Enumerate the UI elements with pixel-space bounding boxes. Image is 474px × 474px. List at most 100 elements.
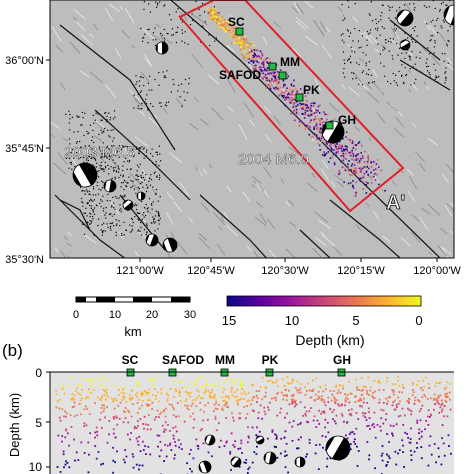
fault-quake — [219, 16, 221, 19]
background-quake — [69, 143, 71, 145]
fault-quake — [227, 29, 230, 32]
fault-quake — [277, 95, 280, 98]
background-quake — [176, 31, 178, 33]
fault-quake — [329, 157, 332, 160]
fault-quake — [319, 128, 322, 131]
section-quake — [284, 430, 287, 433]
fault-quake — [288, 98, 291, 101]
section-quake — [55, 393, 58, 396]
fault-quake — [317, 118, 320, 120]
background-quake — [354, 28, 356, 30]
section-quake — [65, 428, 68, 431]
section-quake — [436, 397, 439, 400]
section-quake — [428, 387, 430, 389]
fault-quake — [261, 54, 264, 57]
fault-quake — [338, 172, 341, 175]
section-quake — [112, 432, 115, 435]
fault-quake — [236, 35, 239, 38]
background-quake — [352, 40, 354, 42]
background-quake — [109, 214, 111, 216]
background-quake — [381, 11, 383, 14]
section-quake — [226, 440, 228, 443]
fault-quake — [229, 23, 232, 26]
fault-quake — [306, 110, 309, 112]
fault-quake — [212, 18, 215, 20]
fault-quake — [249, 46, 252, 49]
fault-quake — [260, 69, 262, 71]
section-quake — [355, 427, 358, 430]
background-quake — [142, 37, 144, 39]
section-quake — [165, 392, 168, 395]
background-quake — [97, 224, 99, 227]
section-quake — [296, 447, 298, 450]
fault-quake — [301, 108, 303, 111]
section-quake — [313, 415, 316, 418]
fault-quake — [244, 35, 247, 38]
fault-quake — [264, 69, 266, 72]
section-quake — [163, 428, 166, 431]
section-quake — [255, 390, 258, 393]
section-quake — [77, 459, 80, 461]
section-quake — [89, 379, 91, 382]
section-quake — [192, 457, 195, 460]
background-quake — [133, 107, 135, 109]
focal-mechanisms — [72, 4, 454, 253]
section-quake — [299, 423, 302, 425]
section-quake — [432, 399, 435, 401]
fault-quake — [269, 88, 272, 90]
section-quake — [263, 395, 266, 398]
fault-quake — [273, 87, 275, 89]
background-quake — [365, 64, 367, 67]
fault-quake — [359, 180, 362, 183]
section-quake — [136, 396, 139, 398]
background-quake — [111, 215, 113, 217]
background-quake — [434, 42, 436, 44]
section-quake — [223, 388, 226, 390]
background-quake — [98, 146, 101, 148]
background-quake — [86, 191, 88, 193]
background-quake — [122, 145, 124, 147]
focal-mechanism-icon — [136, 191, 146, 201]
background-quake — [115, 231, 117, 233]
section-quake — [381, 452, 384, 455]
background-quake — [366, 44, 368, 46]
section-quake — [158, 400, 160, 403]
background-quake — [157, 219, 159, 221]
section-quake — [241, 388, 244, 391]
terrain-ridge — [437, 244, 448, 257]
background-quake — [148, 3, 150, 5]
background-quake — [147, 42, 149, 44]
fault-quake — [261, 69, 264, 72]
background-quake — [149, 152, 152, 155]
fault-quake — [384, 189, 386, 192]
background-quake — [350, 62, 352, 64]
background-quake — [113, 110, 116, 112]
background-quake — [150, 174, 152, 176]
terrain-ridge — [408, 51, 414, 57]
background-quake — [120, 233, 123, 235]
background-quake — [135, 75, 137, 77]
background-quake — [158, 145, 160, 147]
background-quake — [167, 33, 169, 35]
background-quake — [114, 162, 116, 164]
background-quake — [389, 38, 391, 40]
terrain-ridge — [50, 122, 60, 129]
section-quake — [420, 457, 423, 460]
section-quake — [152, 393, 154, 396]
background-quake — [66, 153, 68, 156]
fault-quake — [295, 114, 297, 117]
background-quake — [163, 76, 165, 78]
background-quake — [98, 133, 100, 136]
fault-quake — [310, 112, 313, 115]
section-ticks — [46, 371, 50, 468]
background-quake — [153, 220, 155, 222]
section-quake — [321, 410, 324, 413]
background-quake — [110, 229, 112, 231]
fault-quake — [218, 19, 220, 21]
fault-quake — [284, 99, 286, 101]
section-quake — [429, 397, 432, 400]
terrain-ridge — [93, 23, 98, 31]
background-quake — [152, 105, 154, 107]
section-focal-mechanisms — [198, 434, 351, 474]
background-quake — [86, 202, 88, 205]
